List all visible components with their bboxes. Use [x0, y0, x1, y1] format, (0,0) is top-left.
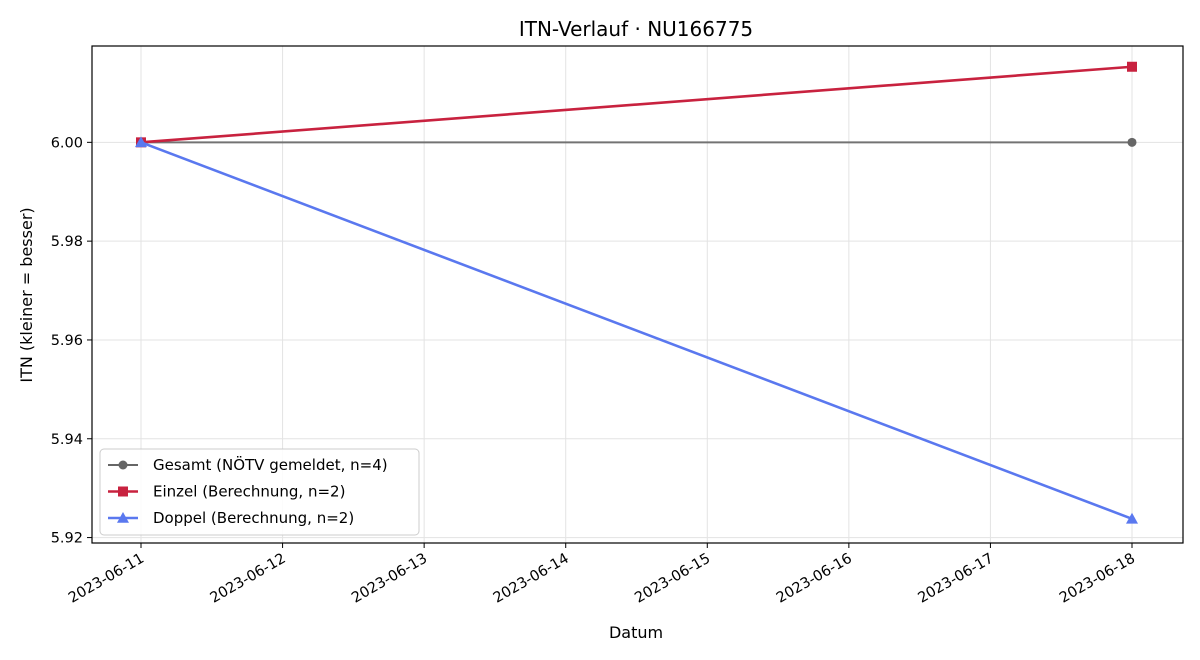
series-2: [136, 61, 1137, 148]
legend-entry: Doppel (Berechnung, n=2): [108, 509, 354, 527]
data-point: [1126, 512, 1138, 524]
y-tick-label: 5.92: [51, 531, 83, 547]
data-point: [1127, 137, 1137, 147]
legend-marker: [118, 486, 128, 497]
y-tick-label: 5.98: [51, 234, 83, 250]
y-axis-label: ITN (kleiner = besser): [17, 207, 36, 382]
x-tick-label: 2023-06-15: [632, 551, 713, 607]
legend-entry: Einzel (Berechnung, n=2): [108, 483, 345, 501]
legend-box: [99, 448, 420, 536]
legend-label: Einzel (Berechnung, n=2): [153, 483, 345, 501]
legend: Gesamt (NÖTV gemeldet, n=4) Einzel (Berec…: [99, 448, 420, 536]
axis-ticks: 2023-06-11 2023-06-12 2023-06-13 2023-06-14…: [51, 135, 1138, 606]
legend-label: Gesamt (NÖTV gemeldet, n=4): [153, 455, 388, 474]
series-1: [136, 137, 1137, 147]
y-tick-label: 5.94: [51, 432, 83, 448]
series-layer: [135, 61, 1138, 524]
data-point: [135, 136, 147, 148]
x-tick-label: 2023-06-11: [66, 551, 147, 607]
x-tick-label: 2023-06-12: [208, 551, 289, 607]
x-tick-label: 2023-06-17: [915, 551, 996, 607]
x-tick-label: 2023-06-14: [491, 551, 572, 607]
series-3: [135, 136, 1138, 524]
x-tick-label: 2023-06-13: [349, 551, 430, 607]
legend-marker: [118, 460, 128, 470]
legend-label: Doppel (Berechnung, n=2): [153, 509, 354, 527]
data-point: [1127, 61, 1137, 72]
legend-marker: [117, 512, 129, 523]
x-axis-label: Datum: [609, 623, 663, 642]
chart-title: ITN-Verlauf · NU166775: [519, 17, 753, 41]
x-tick-label: 2023-06-16: [774, 551, 855, 607]
plot-area-frame: [91, 45, 1184, 544]
y-tick-label: 6.00: [51, 135, 83, 151]
series-line: [140, 65, 1133, 144]
y-tick-label: 5.96: [51, 333, 83, 349]
series-line: [140, 141, 1133, 521]
x-tick-label: 2023-06-18: [1057, 551, 1138, 607]
legend-entry: Gesamt (NÖTV gemeldet, n=4): [108, 455, 388, 474]
